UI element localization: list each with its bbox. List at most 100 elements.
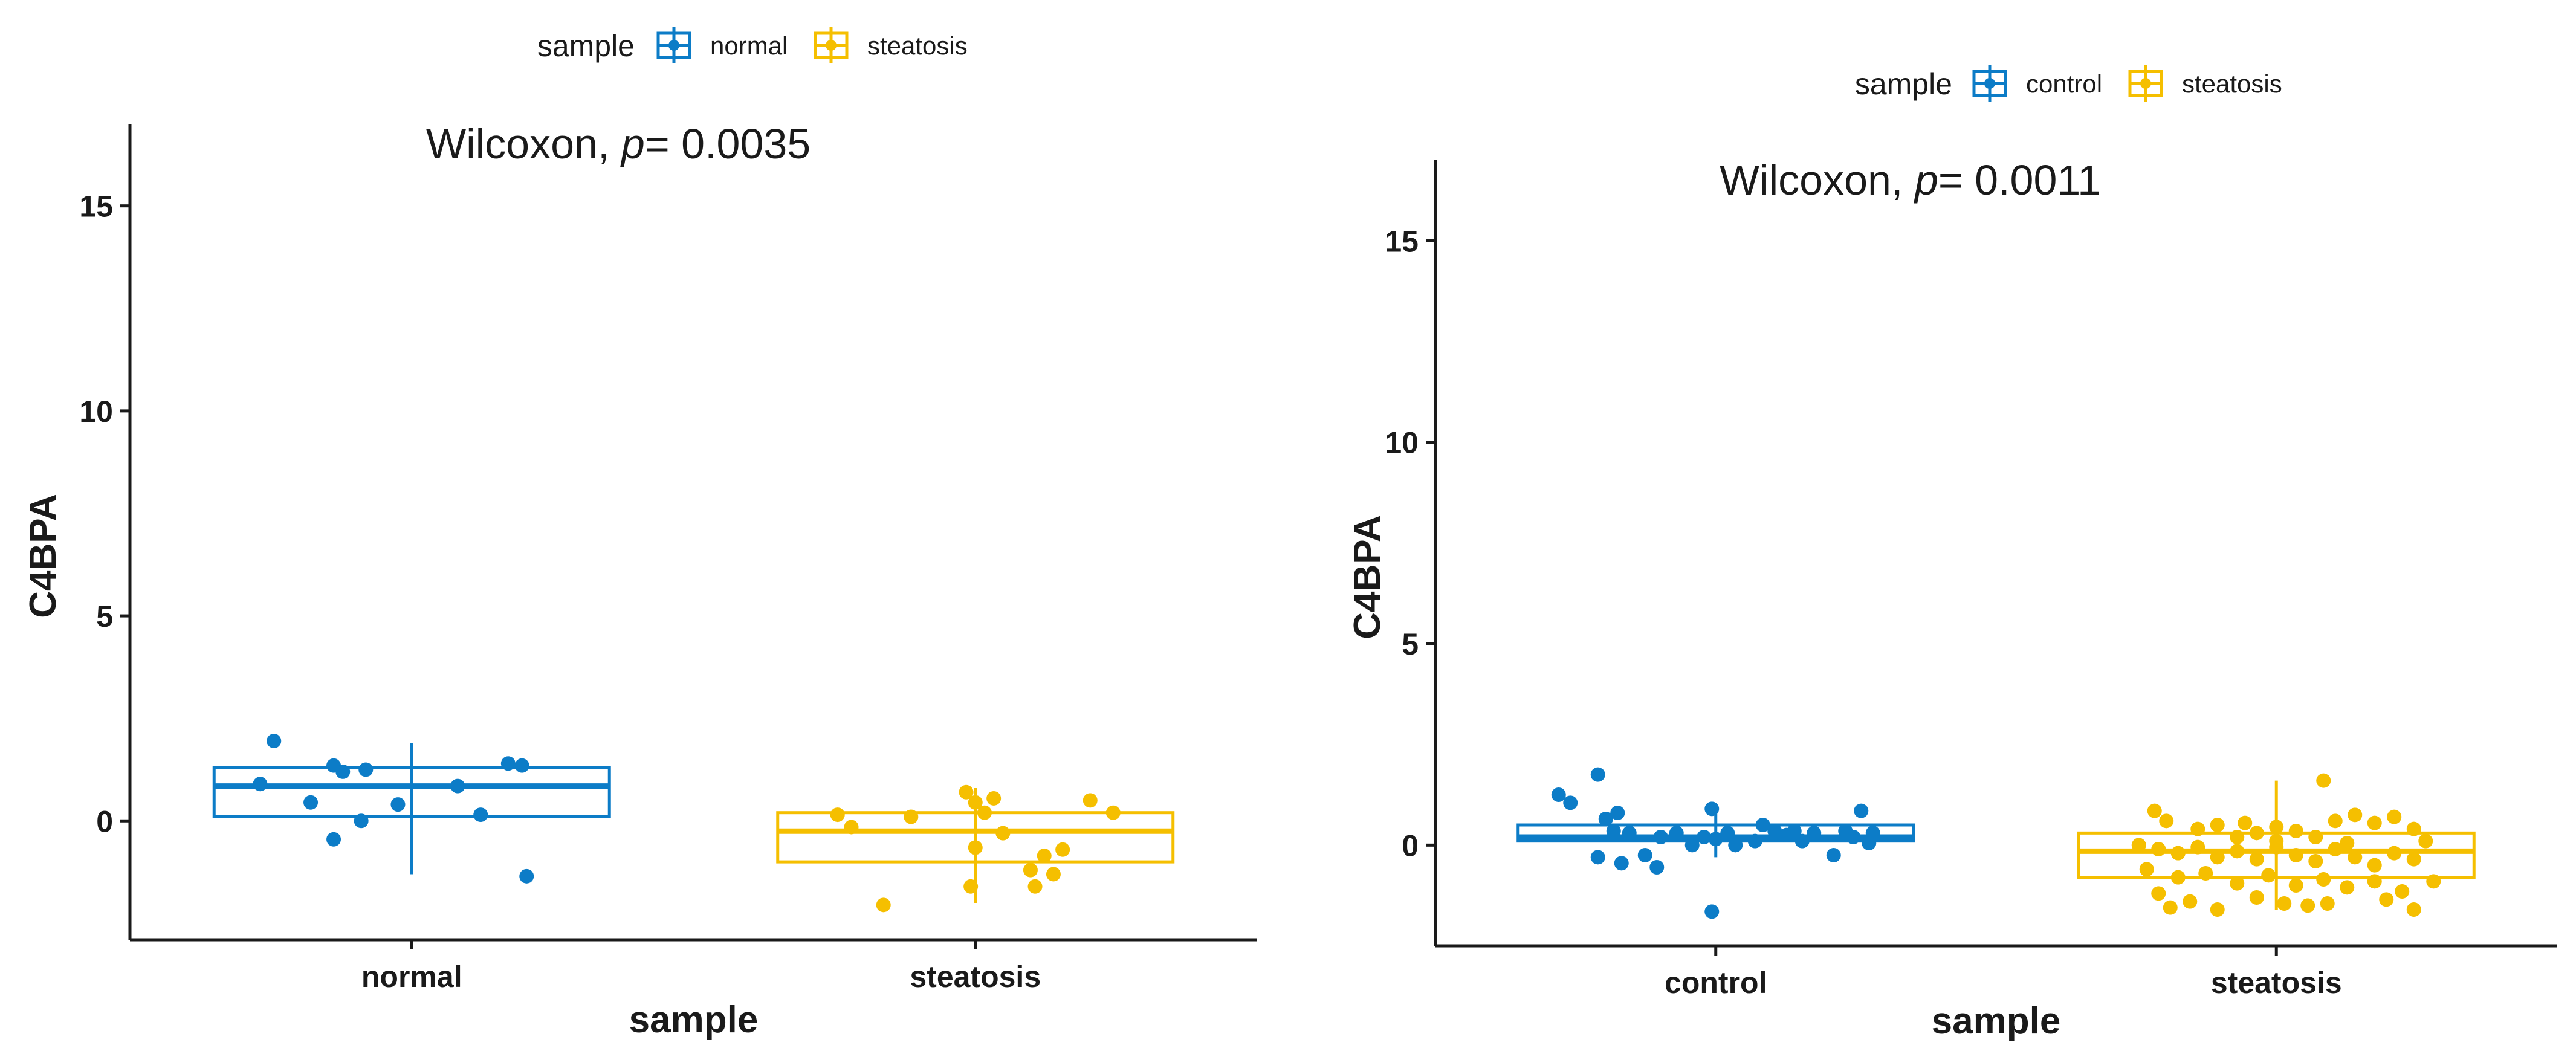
data-point bbox=[2269, 833, 2284, 849]
data-point bbox=[2230, 844, 2245, 859]
data-point bbox=[1854, 803, 1869, 818]
data-point bbox=[1598, 812, 1613, 826]
data-point bbox=[473, 807, 488, 823]
data-point bbox=[2395, 884, 2410, 899]
annotation-p: p bbox=[620, 120, 645, 167]
box-group-normal bbox=[212, 733, 611, 884]
legend-key-steatosis bbox=[814, 27, 849, 63]
data-point bbox=[2316, 872, 2331, 887]
data-point bbox=[2238, 815, 2253, 830]
data-point bbox=[1755, 818, 1770, 832]
data-point bbox=[977, 805, 992, 820]
data-point bbox=[2210, 850, 2225, 865]
data-point bbox=[253, 777, 268, 792]
data-point bbox=[1037, 848, 1052, 863]
data-point bbox=[2170, 870, 2186, 885]
legend-title: sample bbox=[1855, 67, 1952, 101]
legend: sample normal steatosis bbox=[537, 27, 968, 63]
data-point bbox=[2340, 836, 2355, 850]
box-group-steatosis bbox=[776, 784, 1175, 913]
data-point bbox=[986, 791, 1002, 806]
data-point bbox=[2316, 773, 2331, 788]
data-point bbox=[335, 764, 351, 779]
data-point bbox=[2426, 874, 2441, 889]
data-point bbox=[1865, 826, 1880, 841]
data-point bbox=[2131, 838, 2146, 853]
data-point bbox=[2190, 821, 2205, 836]
data-point bbox=[2139, 862, 2154, 877]
data-point bbox=[2230, 876, 2245, 891]
data-point bbox=[1794, 833, 1810, 849]
data-point bbox=[2159, 813, 2174, 829]
data-point bbox=[1720, 826, 1735, 841]
data-point bbox=[2210, 902, 2225, 917]
legend-key-point bbox=[1984, 78, 1995, 89]
data-point bbox=[1606, 824, 1621, 838]
data-point bbox=[2288, 824, 2303, 838]
annotation-value: = 0.0011 bbox=[1938, 157, 2101, 204]
x-axis-title: sample bbox=[1932, 1000, 2061, 1042]
chart-panel-1: 0 5 10 15 normal steatosis sample C4BPA Wilcoxon… bbox=[22, 27, 1257, 1041]
y-tick-label: 5 bbox=[96, 600, 113, 633]
data-point bbox=[1563, 795, 1578, 810]
data-point bbox=[2277, 896, 2292, 911]
data-point bbox=[2163, 900, 2178, 915]
data-point bbox=[2288, 848, 2303, 862]
data-point bbox=[2300, 898, 2315, 913]
data-point bbox=[2320, 896, 2335, 911]
box-group-control bbox=[1516, 767, 1915, 919]
data-point bbox=[1704, 801, 1720, 817]
data-point bbox=[2367, 874, 2382, 889]
annotation-p: p bbox=[1914, 157, 1938, 204]
y-tick-label: 5 bbox=[1402, 627, 1419, 661]
data-point bbox=[2183, 894, 2198, 909]
data-point bbox=[303, 795, 319, 810]
x-tick-label: steatosis bbox=[2211, 966, 2342, 1000]
x-tick-label: steatosis bbox=[910, 960, 1041, 994]
legend-key-normal bbox=[656, 27, 691, 63]
data-point bbox=[514, 758, 529, 773]
annotation-prefix: Wilcoxon, bbox=[1720, 157, 1915, 204]
data-point bbox=[1027, 879, 1043, 894]
box-body bbox=[212, 766, 611, 818]
wilcoxon-annotation: Wilcoxon, p= 0.0035 bbox=[426, 120, 811, 167]
data-point bbox=[2170, 846, 2186, 861]
data-point bbox=[2367, 815, 2382, 830]
data-point bbox=[1649, 860, 1665, 875]
data-point bbox=[830, 807, 845, 823]
data-point bbox=[2418, 833, 2433, 849]
legend-key-control bbox=[1972, 65, 2007, 102]
data-point bbox=[2379, 892, 2394, 907]
data-point bbox=[2288, 878, 2303, 893]
data-point bbox=[2249, 852, 2264, 867]
data-point bbox=[963, 879, 979, 894]
data-point bbox=[519, 868, 534, 884]
data-point bbox=[2249, 890, 2264, 905]
data-point bbox=[1653, 830, 1668, 844]
data-point bbox=[1728, 838, 1743, 853]
data-point bbox=[2406, 902, 2421, 917]
annotation-prefix: Wilcoxon, bbox=[426, 120, 621, 167]
data-point bbox=[2340, 880, 2355, 895]
data-point bbox=[1105, 805, 1121, 820]
data-point bbox=[2328, 813, 2343, 829]
data-point bbox=[354, 813, 369, 829]
y-tick-label: 15 bbox=[1385, 224, 1419, 258]
data-point bbox=[2230, 830, 2245, 844]
data-point bbox=[2269, 820, 2284, 835]
data-point bbox=[1046, 867, 1061, 882]
y-tick-label: 15 bbox=[79, 190, 113, 224]
data-point bbox=[968, 795, 983, 810]
data-point bbox=[1622, 826, 1637, 841]
data-point bbox=[1807, 826, 1822, 841]
box-body bbox=[776, 811, 1175, 864]
data-point bbox=[1826, 848, 1841, 862]
data-point bbox=[1669, 826, 1684, 841]
data-point bbox=[1846, 830, 1861, 844]
data-point bbox=[904, 809, 919, 824]
box-group-steatosis bbox=[2077, 773, 2476, 917]
data-point bbox=[2308, 830, 2323, 844]
y-tick-label: 10 bbox=[1385, 426, 1419, 460]
y-tick-label: 10 bbox=[79, 395, 113, 428]
data-point bbox=[500, 756, 516, 771]
